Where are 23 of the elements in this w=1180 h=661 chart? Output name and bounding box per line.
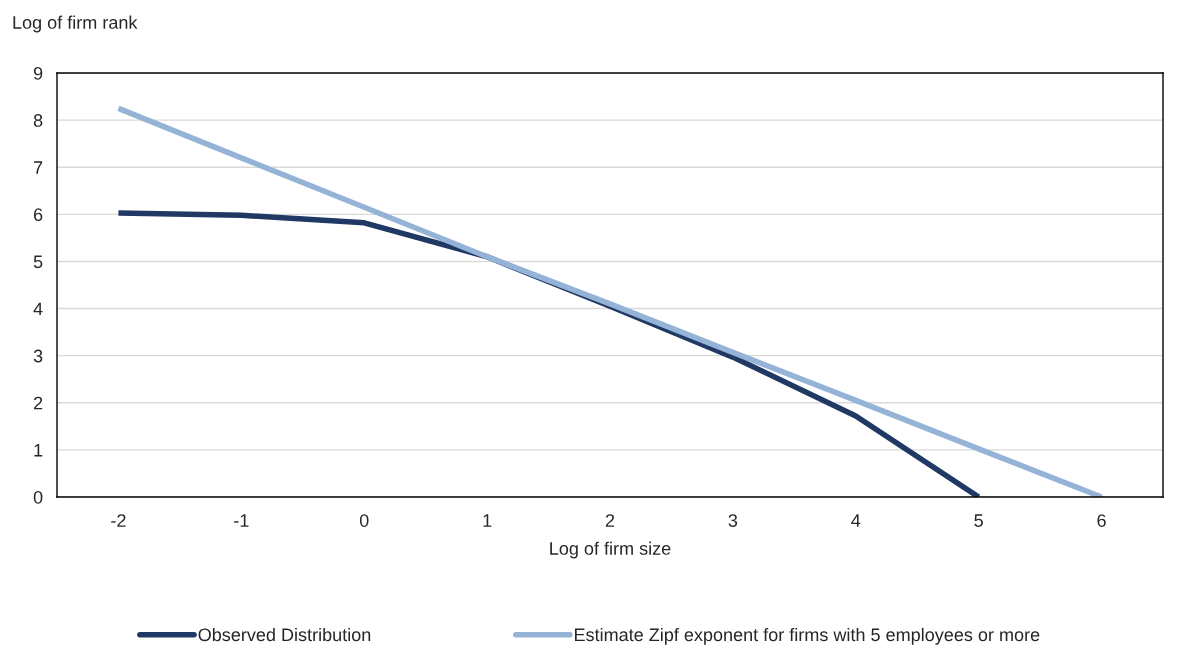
x-tick-label: 5 — [974, 514, 983, 527]
y-tick-label: 6 — [33, 208, 43, 222]
y-tick-label: 9 — [33, 66, 43, 80]
x-tick-label: 3 — [728, 514, 738, 527]
legend-label: Observed Distribution — [198, 627, 371, 642]
x-tick-label: 6 — [1097, 514, 1106, 527]
y-tick-label: 2 — [33, 396, 43, 410]
y-tick-label: 1 — [34, 444, 43, 457]
y-tick-label: 3 — [33, 349, 43, 363]
x-tick-label: -1 — [234, 514, 249, 527]
x-tick-label: 1 — [483, 514, 492, 527]
x-axis-title: Log of firm size — [550, 541, 671, 559]
y-tick-label: 5 — [33, 255, 43, 269]
y-tick-label: 8 — [33, 114, 43, 127]
y-tick-label: 4 — [33, 302, 43, 316]
legend-label: Estimate Zipf exponent for firms with 5 employees or more — [574, 627, 1040, 645]
x-tick-label: 2 — [605, 514, 615, 527]
x-tick-label: 0 — [359, 514, 369, 527]
x-tick-label: -2 — [111, 514, 126, 527]
x-tick-label: 4 — [851, 514, 861, 527]
y-tick-label: 7 — [34, 161, 43, 174]
y-tick-label: 0 — [33, 490, 43, 504]
y-axis-title: Log of firm rank — [13, 15, 138, 33]
